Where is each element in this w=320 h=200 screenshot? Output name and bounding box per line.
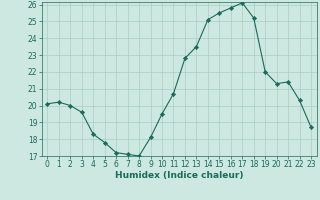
X-axis label: Humidex (Indice chaleur): Humidex (Indice chaleur): [115, 171, 244, 180]
